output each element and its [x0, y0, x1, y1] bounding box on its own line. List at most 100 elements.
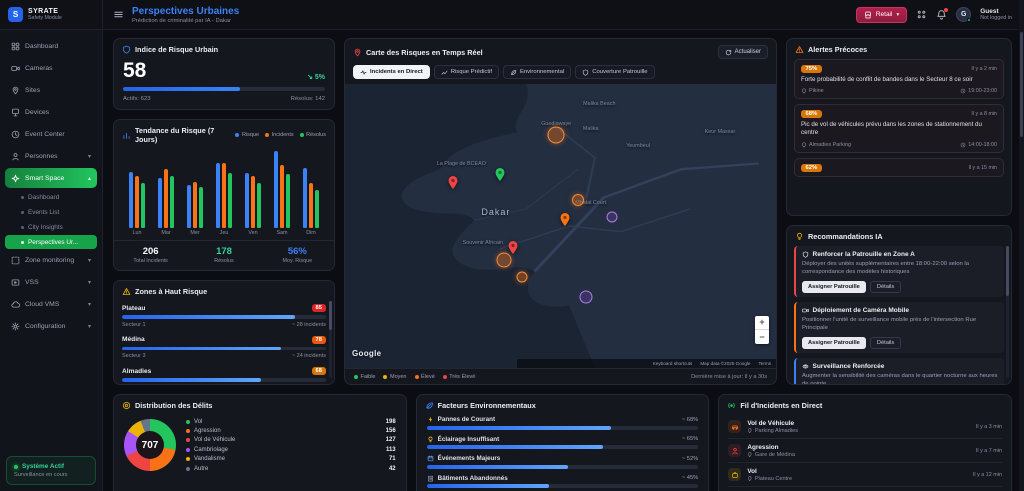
assigner-patrouille-button[interactable]: Assigner Patrouille [802, 336, 866, 349]
topbar-actions: Retail ▾ G Guest Not logged in [855, 6, 1012, 23]
menu-icon[interactable] [113, 9, 124, 20]
crime-legend-row: Autre 42 [186, 464, 396, 473]
assigner-patrouille-button[interactable]: Assigner Patrouille [802, 280, 866, 293]
map-marker-zone[interactable] [606, 211, 618, 223]
brand-name: SYRATE [28, 8, 59, 15]
pulse-icon [360, 69, 367, 76]
sidebar-subitem-city-insights[interactable]: City Insights [5, 220, 97, 234]
incident-item[interactable]: Vol Plateau Centre Il y a 12 min [728, 463, 1002, 487]
zoom-in-button[interactable]: + [755, 316, 769, 330]
sidebar-item-event-center[interactable]: Event Center [5, 124, 97, 144]
recommendations-list: Renforcer la Patrouille en Zone A Déploye… [787, 246, 1011, 384]
sidebar-item-sites[interactable]: Sites [5, 80, 97, 100]
map-marker-pin[interactable] [508, 241, 518, 255]
crime-count: 198 [385, 418, 396, 425]
map-place-label: Souvenir Africain [462, 240, 504, 247]
zone-incidents: ~ 24 incidents [291, 353, 326, 359]
zoom-controls: + − [755, 316, 769, 344]
sidebar-item-devices[interactable]: Devices [5, 102, 97, 122]
factor-percent: ~ 65% [681, 436, 699, 442]
map-marker-zone[interactable] [571, 194, 584, 207]
avatar[interactable]: G [956, 7, 972, 22]
bar-r-solus [140, 183, 146, 228]
map-marker-zone[interactable] [516, 271, 528, 283]
map-filter-incidents-en-direct[interactable]: Incidents en Direct [353, 65, 430, 79]
sidebar-item-configuration[interactable]: Configuration ▾ [5, 316, 97, 336]
chevron-down-icon: ▾ [87, 279, 91, 286]
sidebar-subitem-label: Dashboard [28, 193, 60, 201]
map-place-label: Keur Massar [704, 129, 736, 136]
incident-item[interactable]: Vol de Véhicule Parking Almadies Il y a 3 … [728, 415, 1002, 439]
trend-chart: Lun Mar Mer Jeu Ven Sam Dim [114, 149, 334, 236]
zones-scrollbar[interactable] [329, 301, 332, 378]
map-filter-couverture-patrouille[interactable]: Couverture Patrouille [575, 65, 655, 79]
sidebar-item-cameras[interactable]: Cameras [5, 58, 97, 78]
map-marker-pin[interactable] [448, 176, 458, 190]
eye-icon [802, 363, 809, 370]
trend-stats: 206 Total Incidents 178 Résolus 56% Moy. Ri… [114, 240, 334, 270]
map-marker-pin[interactable] [560, 213, 570, 226]
recommendation-item[interactable]: Déploiement de Caméra Mobile Positionner … [794, 302, 1004, 354]
ai-recommendations-card: Recommandations IA Renforcer la Patrouil… [786, 225, 1012, 385]
zone-item[interactable]: Plateau 85 Secteur 1 ~ 28 incidents [122, 301, 326, 333]
map-marker-zone[interactable] [547, 126, 565, 144]
context-selector-button[interactable]: Retail ▾ [855, 6, 908, 23]
d-tails-button[interactable]: Détails [869, 336, 902, 349]
bar-chart-icon [122, 131, 131, 140]
recommendations-scrollbar[interactable] [1006, 246, 1009, 378]
window-scrollbar[interactable] [1019, 0, 1024, 491]
alert-item[interactable]: 75% Il y a 2 min Forte probabilité de conf… [794, 59, 1004, 100]
map[interactable]: + − Google Keyboard shortcuts Map data ©… [345, 84, 776, 368]
recommendation-item[interactable]: Renforcer la Patrouille en Zone A Déploye… [794, 246, 1004, 298]
factor-bar [426, 445, 699, 449]
map-filter-environnemental[interactable]: Environnemental [502, 65, 572, 79]
bar-r-solus [169, 176, 175, 228]
stat-value: 206 [142, 246, 159, 257]
zone-monitoring-icon [11, 256, 20, 265]
crime-type: Autre [194, 465, 209, 472]
sidebar-item-zone-monitoring[interactable]: Zone monitoring ▾ [5, 250, 97, 270]
crime-donut-chart: 707 [124, 419, 176, 472]
factor-item: Événements Majeurs ~ 52% [426, 455, 699, 469]
factors-list: Pannes de Courant ~ 68% Éclairage Insuffis… [417, 415, 709, 491]
sidebar-subitem-perspectives-ur[interactable]: Perspectives Ur... [5, 235, 97, 249]
incident-item[interactable]: Agression Gare de Médina Il y a 7 min [728, 439, 1002, 463]
sidebar-item-vss[interactable]: VSS ▾ [5, 272, 97, 292]
sidebar-item-dashboard[interactable]: Dashboard [5, 36, 97, 56]
sidebar-subitem-events-list[interactable]: Events List [5, 205, 97, 219]
zone-item[interactable]: Almadies 68 [122, 364, 326, 384]
chevron-down-icon: ▾ [87, 153, 91, 160]
zone-item[interactable]: Médina 78 Secteur 3 ~ 24 incidents [122, 333, 326, 365]
alert-item[interactable]: 62% Il y a 15 min [794, 158, 1004, 178]
notifications-button[interactable] [936, 8, 949, 20]
recommendation-item[interactable]: Surveillance Renforcée Augmenter la sensi… [794, 358, 1004, 384]
refresh-button[interactable]: Actualiser [717, 45, 768, 59]
zoom-out-button[interactable]: − [755, 330, 769, 344]
crime-total: 707 [141, 439, 159, 451]
incident-type: Agression [747, 443, 779, 451]
active-count: Actifs: 623 [123, 96, 151, 102]
map-marker-zone[interactable] [496, 252, 512, 268]
page-title: Perspectives Urbaines [132, 5, 240, 17]
page-subtitle: Prédiction de criminalité par IA - Dakar [132, 17, 231, 24]
d-tails-button[interactable]: Détails [869, 280, 902, 293]
map-marker-pin[interactable] [495, 167, 505, 181]
bullet-icon [21, 195, 24, 199]
sidebar-item-personnes[interactable]: Personnes ▾ [5, 146, 97, 166]
stat-value: 178 [216, 246, 232, 257]
map-filter-risque-pr-dictif[interactable]: Risque Prédictif [433, 65, 499, 79]
alert-window: 14:00-18:00 [960, 142, 997, 148]
sidebar-item-smart-space[interactable]: Smart Space ▴ [5, 168, 97, 188]
terms-link[interactable]: Terms [758, 361, 771, 366]
keyboard-shortcuts-link[interactable]: Keyboard shortcuts [652, 361, 693, 366]
apps-icon[interactable] [916, 9, 927, 20]
sidebar-item-cloud-vms[interactable]: Cloud VMS ▾ [5, 294, 97, 314]
shield-icon [582, 69, 589, 76]
alert-time: Il y a 2 min [971, 65, 997, 72]
crime-legend-row: Vol de Véhicule 127 [186, 436, 396, 445]
alert-item[interactable]: 68% Il y a 8 min Pic de vol de véhicules p… [794, 104, 1004, 154]
sidebar-subitem-dashboard[interactable]: Dashboard [5, 190, 97, 204]
map-marker-zone[interactable] [579, 290, 593, 304]
zone-name: Plateau [122, 304, 146, 312]
